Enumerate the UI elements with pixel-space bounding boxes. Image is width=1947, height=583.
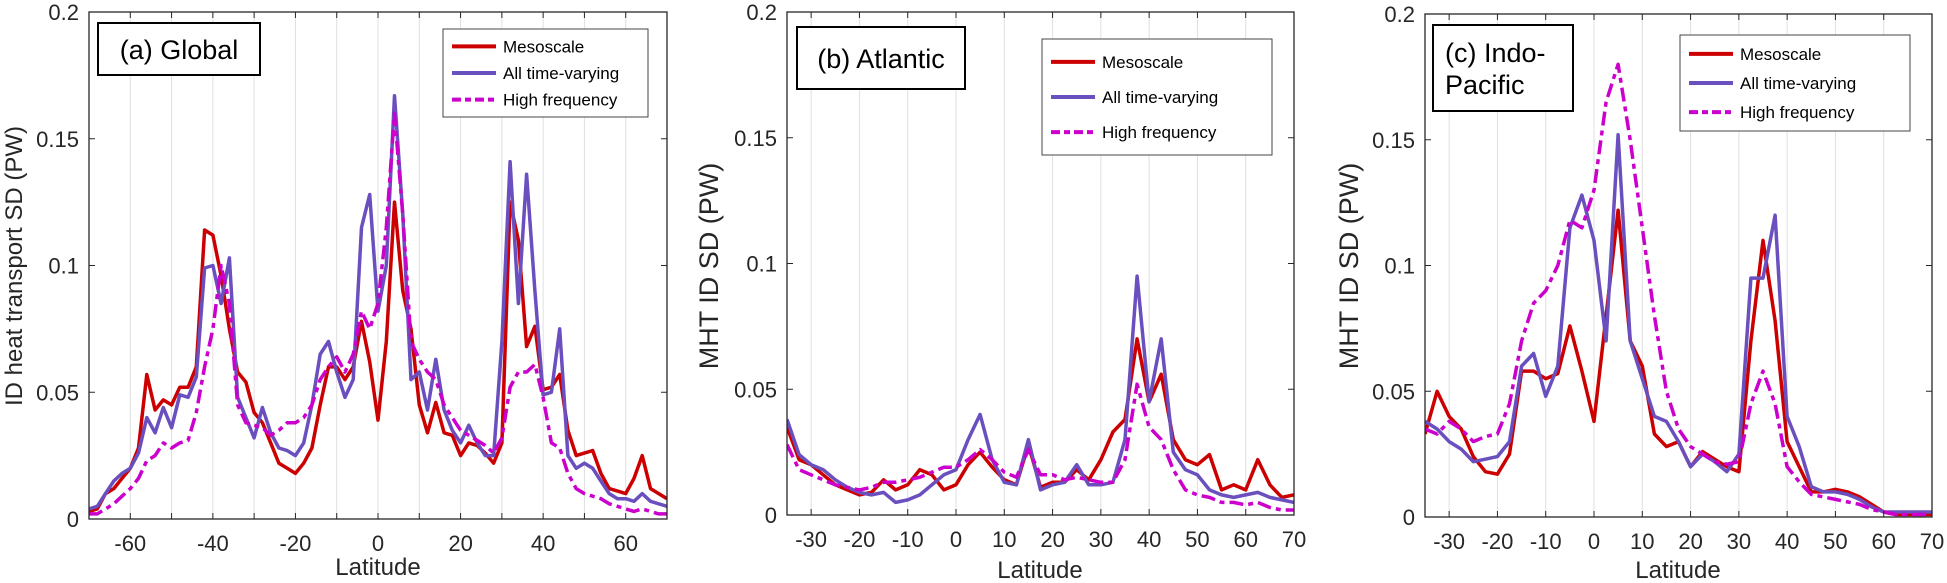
- legend: Mesoscale All time-varying High frequency: [1679, 34, 1911, 132]
- y-axis-label: MHT ID SD (PW): [1334, 163, 1364, 369]
- legend-label: Mesoscale: [1102, 53, 1183, 72]
- annotation-box: [97, 22, 261, 76]
- y-tick-label: 0.05: [36, 380, 79, 405]
- x-tick-label: -20: [280, 531, 312, 556]
- legend-label: Mesoscale: [1740, 45, 1821, 64]
- x-tick-label: -30: [1433, 529, 1465, 554]
- y-tick-label: 0.15: [734, 126, 777, 151]
- x-tick-label: 20: [448, 531, 472, 556]
- series-line-all-time-varying: [787, 274, 1294, 505]
- legend-label: Mesoscale: [503, 37, 584, 56]
- x-tick-label: 0: [1588, 529, 1600, 554]
- y-tick-label: 0.1: [746, 252, 777, 277]
- x-tick-label: 0: [950, 527, 962, 552]
- annotation-text: (a) Global: [120, 35, 239, 65]
- panel-annotation: (a) Global: [97, 22, 261, 76]
- y-tick-label: 0.15: [1372, 128, 1415, 153]
- y-tick-label: 0.2: [1384, 2, 1415, 27]
- legend-label: High frequency: [1102, 123, 1217, 142]
- y-tick-label: 0.1: [48, 254, 79, 279]
- series-line-high-frequency: [787, 382, 1294, 512]
- x-tick-label: 60: [1233, 527, 1257, 552]
- x-tick-label: 40: [1137, 527, 1161, 552]
- panel-atlantic: -30 -20 -10 0 10 20 30 40 50 60 70 0 0.05 0.1 0.15 0.2 (…: [694, 0, 1306, 583]
- x-tick-label: -20: [844, 527, 876, 552]
- x-tick-label: 50: [1185, 527, 1209, 552]
- x-tick-label: 40: [531, 531, 555, 556]
- series-line-mesoscale: [89, 200, 667, 514]
- legend: Mesoscale All time-varying High frequency: [442, 28, 649, 118]
- x-tick-label: 20: [1040, 527, 1064, 552]
- x-axis-label: Latitude: [1635, 557, 1720, 583]
- x-axis-label: Latitude: [997, 557, 1082, 583]
- x-tick-label: -10: [892, 527, 924, 552]
- x-tick-label: -30: [795, 527, 827, 552]
- y-tick-label: 0.2: [48, 0, 79, 25]
- y-axis-label: ID heat transport SD (PW): [1, 126, 28, 406]
- series-line-all-time-varying: [89, 93, 667, 511]
- annotation-text: (b) Atlantic: [817, 44, 945, 74]
- x-tick-label: 30: [1089, 527, 1113, 552]
- plot-area: -30 -20 -10 0 10 20 30 40 50 60 70 0 0.05 0.1 0.15 0.2 (…: [1372, 2, 1944, 554]
- series-line-all-time-varying: [1425, 132, 1932, 514]
- annotation-text: Pacific: [1445, 70, 1525, 100]
- y-tick-label: 0.1: [1384, 254, 1415, 279]
- panel-indo-pacific: -30 -20 -10 0 10 20 30 40 50 60 70 0 0.05 0.1 0.15 0.2 (…: [1334, 2, 1944, 583]
- x-axis-label: Latitude: [335, 554, 420, 581]
- panel-annotation: (c) Indo-Pacific: [1432, 24, 1574, 112]
- x-tick-label: 60: [1871, 529, 1895, 554]
- annotation-text: (c) Indo-: [1445, 38, 1546, 68]
- y-tick-label: 0: [765, 503, 777, 528]
- annotation-box: [1432, 24, 1574, 112]
- y-tick-label: 0.05: [734, 377, 777, 402]
- legend-label: All time-varying: [503, 64, 619, 83]
- y-axis-label: MHT ID SD (PW): [694, 163, 724, 369]
- legend-label: High frequency: [1740, 103, 1855, 122]
- x-tick-label: 40: [1775, 529, 1799, 554]
- y-tick-label: 0: [1403, 505, 1415, 530]
- x-tick-label: 70: [1282, 527, 1306, 552]
- x-tick-label: 70: [1920, 529, 1944, 554]
- y-tick-label: 0.05: [1372, 379, 1415, 404]
- x-tick-label: 60: [613, 531, 637, 556]
- series-line-high-frequency: [1425, 62, 1932, 517]
- legend-label: High frequency: [503, 91, 618, 110]
- x-tick-label: 10: [992, 527, 1016, 552]
- x-tick-label: -10: [1530, 529, 1562, 554]
- x-tick-label: 50: [1823, 529, 1847, 554]
- x-tick-label: -40: [197, 531, 229, 556]
- x-tick-label: 20: [1678, 529, 1702, 554]
- y-tick-label: 0: [67, 507, 79, 532]
- plot-area: -60 -40 -20 0 20 40 60 0 0.05 0.1 0.15 0.2 (a) Globa…: [36, 0, 668, 556]
- y-tick-label: 0.15: [36, 127, 79, 152]
- legend: Mesoscale All time-varying High frequency: [1041, 38, 1273, 156]
- annotation-box: [796, 26, 966, 90]
- x-tick-label: 0: [372, 531, 384, 556]
- panel-global: -60 -40 -20 0 20 40 60 0 0.05 0.1 0.15 0.2 (a) Globa…: [1, 0, 668, 581]
- x-tick-label: -20: [1482, 529, 1514, 554]
- legend-label: All time-varying: [1740, 74, 1856, 93]
- legend-label: All time-varying: [1102, 88, 1218, 107]
- x-tick-label: 30: [1727, 529, 1751, 554]
- panel-annotation: (b) Atlantic: [796, 26, 966, 90]
- x-tick-label: 10: [1630, 529, 1654, 554]
- plot-area: -30 -20 -10 0 10 20 30 40 50 60 70 0 0.05 0.1 0.15 0.2 (…: [734, 0, 1306, 552]
- series-line-high-frequency: [89, 111, 667, 516]
- y-tick-label: 0.2: [746, 0, 777, 25]
- x-tick-label: -60: [114, 531, 146, 556]
